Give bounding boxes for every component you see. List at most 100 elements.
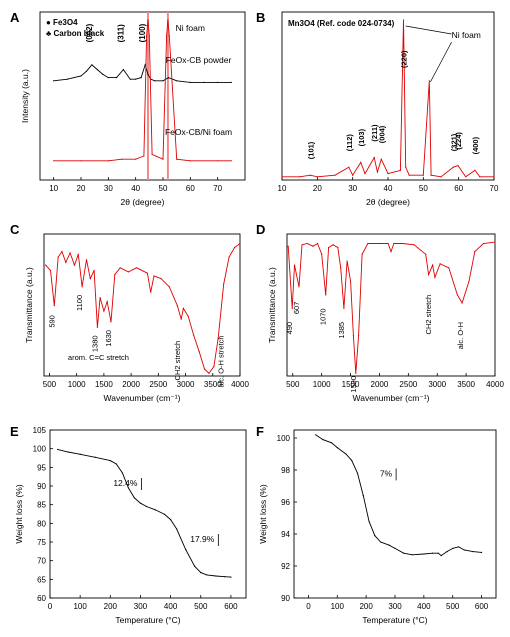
data-point: [401, 242, 404, 245]
x-tick-label: 0: [306, 602, 311, 611]
data-point: [127, 487, 129, 489]
annotation-label: 1630: [104, 330, 113, 347]
data-point: [322, 439, 324, 441]
data-point: [148, 35, 150, 37]
annotation-label: (004): [377, 125, 386, 143]
annotation-label: (311): [116, 24, 125, 43]
x-tick-label: 500: [194, 602, 208, 611]
data-point: [312, 245, 314, 247]
data-point: [153, 275, 155, 277]
x-tick-label: 3000: [177, 380, 195, 389]
data-point: [452, 547, 454, 550]
data-point: [69, 252, 71, 254]
data-point: [150, 291, 152, 293]
annotation-label: (211): [370, 124, 379, 142]
tga-curve: [57, 448, 231, 578]
data-point: [440, 176, 442, 178]
x-tick-label: 500: [446, 602, 460, 611]
y-tick-label: 80: [37, 519, 46, 528]
x-tick-label: 70: [213, 184, 222, 193]
data-point: [387, 173, 389, 175]
panel-f: F 0 100 200 300 400 500 600 90 92 94 96 98 100 Tempera…: [256, 424, 497, 625]
data-point: [102, 73, 104, 75]
data-point: [230, 576, 232, 578]
data-point: [93, 269, 95, 272]
data-point: [154, 509, 157, 511]
data-point: [53, 80, 55, 82]
data-point: [405, 166, 407, 168]
data-point: [321, 253, 323, 255]
annotation-label: Ni foam: [452, 30, 481, 40]
data-point: [463, 549, 465, 551]
panel-letter: D: [256, 222, 265, 237]
data-point: [215, 575, 217, 577]
data-point: [115, 463, 117, 465]
data-point: [162, 80, 164, 82]
data-point: [437, 552, 439, 554]
y-tick-label: 98: [281, 466, 290, 475]
x-tick-label: 600: [224, 602, 238, 611]
x-tick-label: 50: [159, 184, 168, 193]
data-point: [200, 572, 202, 574]
data-point: [376, 171, 378, 173]
data-point: [233, 246, 236, 249]
data-point: [358, 334, 360, 337]
data-point: [494, 241, 496, 243]
x-tick-label: 60: [186, 184, 195, 193]
annotation-label: (103): [357, 128, 366, 146]
x-tick-label: 1500: [342, 380, 360, 389]
x-tick-label: 4000: [231, 380, 249, 389]
legend-entry: ♣ Carbon black: [46, 29, 105, 38]
x-axis-label: Wavenumber (cm⁻¹): [353, 393, 430, 403]
data-point: [193, 334, 195, 337]
panel-letter: E: [10, 424, 19, 439]
x-axis-label: Temperature (°C): [362, 615, 427, 625]
annotation-label: CH2 stretch: [424, 295, 433, 335]
data-point: [413, 244, 415, 246]
data-point: [127, 271, 129, 273]
data-point: [440, 555, 442, 557]
data-point: [94, 456, 96, 458]
data-point: [168, 286, 170, 288]
data-point: [135, 158, 137, 160]
data-point: [425, 253, 427, 255]
x-tick-label: 500: [286, 380, 300, 389]
data-point: [77, 253, 79, 255]
panel-letter: B: [256, 10, 265, 25]
annotation-label: arom. C=C stretch: [68, 353, 129, 362]
x-tick-label: 2500: [399, 380, 417, 389]
data-point: [281, 176, 283, 178]
annotation-label: (224): [454, 132, 463, 150]
y-tick-label: 70: [37, 557, 46, 566]
data-point: [99, 296, 101, 299]
data-point: [121, 158, 123, 160]
annotation-label: 1100: [75, 295, 84, 311]
data-point: [239, 242, 241, 245]
x-axis-label: 2θ (degree): [366, 197, 410, 207]
data-point: [351, 459, 353, 461]
x-tick-label: 2000: [122, 380, 140, 389]
data-point: [390, 250, 392, 253]
x-axis-label: Temperature (°C): [115, 615, 180, 625]
data-point: [361, 253, 363, 255]
data-point: [176, 528, 178, 530]
data-point: [185, 548, 187, 551]
data-point: [427, 273, 430, 276]
data-point: [228, 256, 230, 258]
data-point: [224, 576, 226, 578]
data-point: [332, 244, 334, 246]
x-tick-label: 40: [384, 184, 393, 193]
x-tick-label: 200: [104, 602, 118, 611]
plot-frame: [43, 233, 241, 377]
annotation-label: (002): [85, 23, 94, 42]
data-point: [168, 35, 170, 37]
data-point: [439, 263, 441, 265]
x-tick-label: 100: [73, 602, 87, 611]
data-point: [194, 565, 196, 567]
data-point: [110, 321, 112, 323]
data-point: [378, 242, 381, 245]
data-point: [394, 547, 396, 550]
data-point: [145, 505, 148, 508]
y-tick-label: 95: [37, 463, 46, 472]
annotation-label: 590: [47, 315, 56, 328]
